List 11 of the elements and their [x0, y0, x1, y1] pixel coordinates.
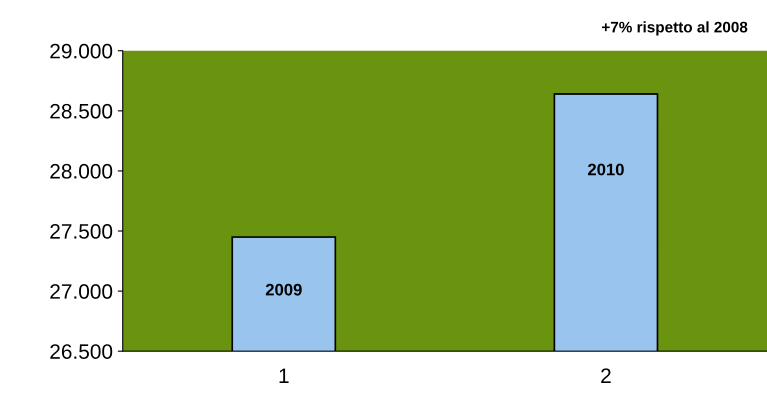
y-tick-label: 27.500 — [50, 224, 112, 239]
y-tick-label: 28.500 — [50, 104, 112, 119]
x-tick-label: 2 — [601, 368, 611, 383]
y-tick-label: 27.000 — [50, 284, 112, 299]
annotation: 2010 — [588, 164, 624, 176]
text: +7% rispetto al 2008 — [602, 21, 748, 36]
annotation: 2009 — [266, 284, 302, 296]
x-tick-label: 1 — [280, 368, 289, 383]
y-tick-label: 29.000 — [50, 44, 112, 59]
y-tick-label: 28.000 — [50, 164, 112, 179]
y-tick-label: 26.500 — [50, 344, 112, 359]
